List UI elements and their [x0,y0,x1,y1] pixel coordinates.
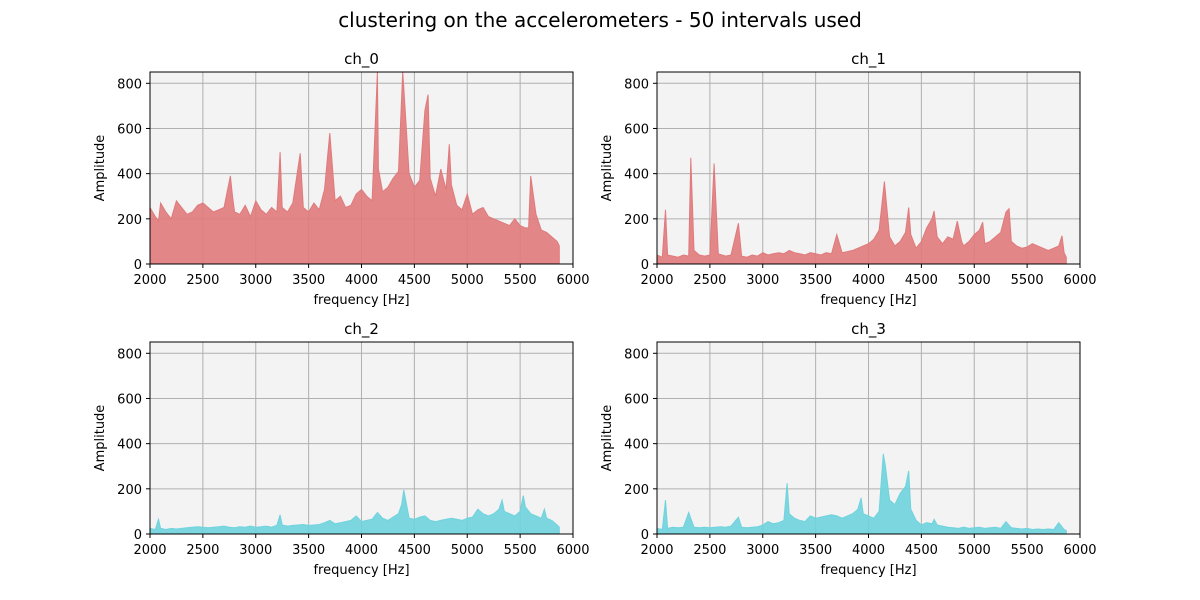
x-tick-label: 4500 [398,273,431,288]
y-tick-label: 200 [624,483,649,498]
y-tick-label: 800 [117,347,142,362]
y-tick-label: 400 [117,438,142,453]
series-area-0 [657,453,1067,534]
subplot-ch_0: 2000 2500 3000 3500 4000 4500 5000 5500 6000 0 200… [93,50,590,308]
y-axis-label: Amplitude [600,405,615,472]
y-tick-label: 0 [134,528,142,543]
x-axis-label: frequency [Hz] [313,293,409,308]
x-tick-label: 6000 [1063,273,1096,288]
y-tick-label: 600 [117,122,142,137]
x-axis-label: frequency [Hz] [820,563,916,578]
subplot-title: ch_1 [851,50,886,69]
x-tick-label: 5500 [504,543,537,558]
x-tick-label: 4500 [905,273,938,288]
subplot-ch_2: 2000 2500 3000 3500 4000 4500 5000 5500 6000 0 200… [93,320,590,578]
x-tick-label: 6000 [556,543,589,558]
y-tick-label: 400 [117,168,142,183]
series-area-0 [150,72,560,264]
y-axis-label: Amplitude [600,135,615,202]
x-tick-label: 2500 [186,273,219,288]
x-tick-label: 5500 [504,273,537,288]
x-tick-label: 3500 [799,543,832,558]
y-tick-label: 0 [134,258,142,273]
x-tick-label: 5000 [451,543,484,558]
series-area-0 [150,489,560,534]
x-tick-label: 6000 [556,273,589,288]
y-axis-label: Amplitude [93,405,108,472]
subplot-ch_3: 2000 2500 3000 3500 4000 4500 5000 5500 6000 0 200… [600,320,1097,578]
x-tick-label: 3000 [746,543,779,558]
figure-title: clustering on the accelerometers - 50 in… [338,8,862,32]
x-tick-label: 2000 [640,273,673,288]
x-tick-label: 5500 [1011,543,1044,558]
x-tick-label: 2500 [693,543,726,558]
subplot-title: ch_2 [344,320,379,339]
subplot-title: ch_3 [851,320,886,339]
y-tick-label: 200 [117,213,142,228]
subplot-ch_1: 2000 2500 3000 3500 4000 4500 5000 5500 6000 0 200… [600,50,1097,308]
y-tick-label: 400 [624,168,649,183]
x-tick-label: 3500 [292,273,325,288]
y-tick-label: 600 [624,122,649,137]
x-tick-label: 6000 [1063,543,1096,558]
x-tick-label: 2500 [693,273,726,288]
x-tick-label: 2000 [640,543,673,558]
x-tick-label: 3500 [292,543,325,558]
x-tick-label: 3000 [239,543,272,558]
y-tick-label: 600 [624,392,649,407]
series-area-0 [657,157,1067,264]
y-tick-label: 800 [624,77,649,92]
x-tick-label: 4000 [852,273,885,288]
x-tick-label: 2000 [133,273,166,288]
x-tick-label: 4000 [345,273,378,288]
x-tick-label: 2000 [133,543,166,558]
y-tick-label: 800 [117,77,142,92]
y-tick-label: 0 [641,258,649,273]
x-tick-label: 4500 [905,543,938,558]
y-tick-label: 0 [641,528,649,543]
y-axis-label: Amplitude [93,135,108,202]
subplot-title: ch_0 [344,50,379,69]
x-tick-label: 2500 [186,543,219,558]
y-tick-label: 400 [624,438,649,453]
x-tick-label: 3000 [239,273,272,288]
x-axis-label: frequency [Hz] [820,293,916,308]
x-tick-label: 4000 [345,543,378,558]
x-tick-label: 5500 [1011,273,1044,288]
y-tick-label: 600 [117,392,142,407]
x-tick-label: 4500 [398,543,431,558]
x-tick-label: 3000 [746,273,779,288]
y-tick-label: 200 [117,483,142,498]
x-tick-label: 5000 [958,543,991,558]
y-tick-label: 800 [624,347,649,362]
x-tick-label: 5000 [958,273,991,288]
x-tick-label: 5000 [451,273,484,288]
y-tick-label: 200 [624,213,649,228]
x-axis-label: frequency [Hz] [313,563,409,578]
x-tick-label: 4000 [852,543,885,558]
x-tick-label: 3500 [799,273,832,288]
